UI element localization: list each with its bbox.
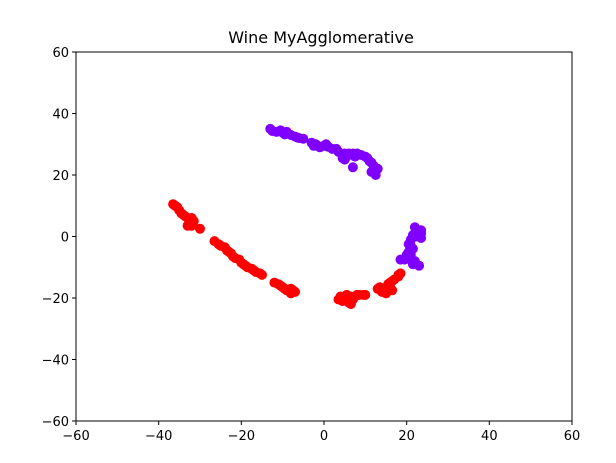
x-tick-label: 60 bbox=[564, 429, 581, 444]
scatter-point bbox=[341, 289, 352, 300]
x-tick-label: −60 bbox=[62, 429, 89, 444]
scatter-point bbox=[347, 162, 358, 173]
scatter-point bbox=[381, 288, 391, 299]
y-tick-label: 0 bbox=[61, 231, 69, 246]
y-tick-label: −40 bbox=[42, 354, 69, 369]
y-tick-label: −20 bbox=[42, 292, 69, 307]
data-points bbox=[168, 123, 427, 310]
scatter-point bbox=[257, 269, 267, 280]
x-tick-label: −40 bbox=[145, 429, 172, 444]
scatter-point bbox=[370, 170, 381, 180]
scatter-point bbox=[298, 133, 309, 144]
x-tick-label: −20 bbox=[228, 429, 255, 444]
scatter-point bbox=[414, 260, 425, 271]
scatter-point bbox=[195, 223, 205, 234]
scatter-point bbox=[395, 254, 406, 265]
x-tick-label: 20 bbox=[398, 429, 415, 444]
scatter-point bbox=[337, 153, 348, 164]
chart-title: Wine MyAgglomerative bbox=[228, 28, 414, 47]
y-tick-label: 40 bbox=[52, 108, 69, 123]
scatter-point bbox=[186, 220, 197, 231]
x-tick-label: 40 bbox=[481, 429, 498, 444]
y-tick-label: 20 bbox=[52, 169, 69, 184]
axis-ticks: −60 −40 −20 0 20 40 60 −60 −40 −20 0 20 40 60 bbox=[42, 46, 581, 444]
scatter-point bbox=[360, 289, 371, 300]
y-tick-label: 60 bbox=[52, 46, 69, 61]
y-tick-label: −60 bbox=[42, 415, 69, 430]
scatter-point bbox=[290, 286, 301, 297]
plot-frame bbox=[75, 51, 573, 422]
x-tick-label: 0 bbox=[320, 429, 328, 444]
scatter-point bbox=[393, 269, 404, 280]
